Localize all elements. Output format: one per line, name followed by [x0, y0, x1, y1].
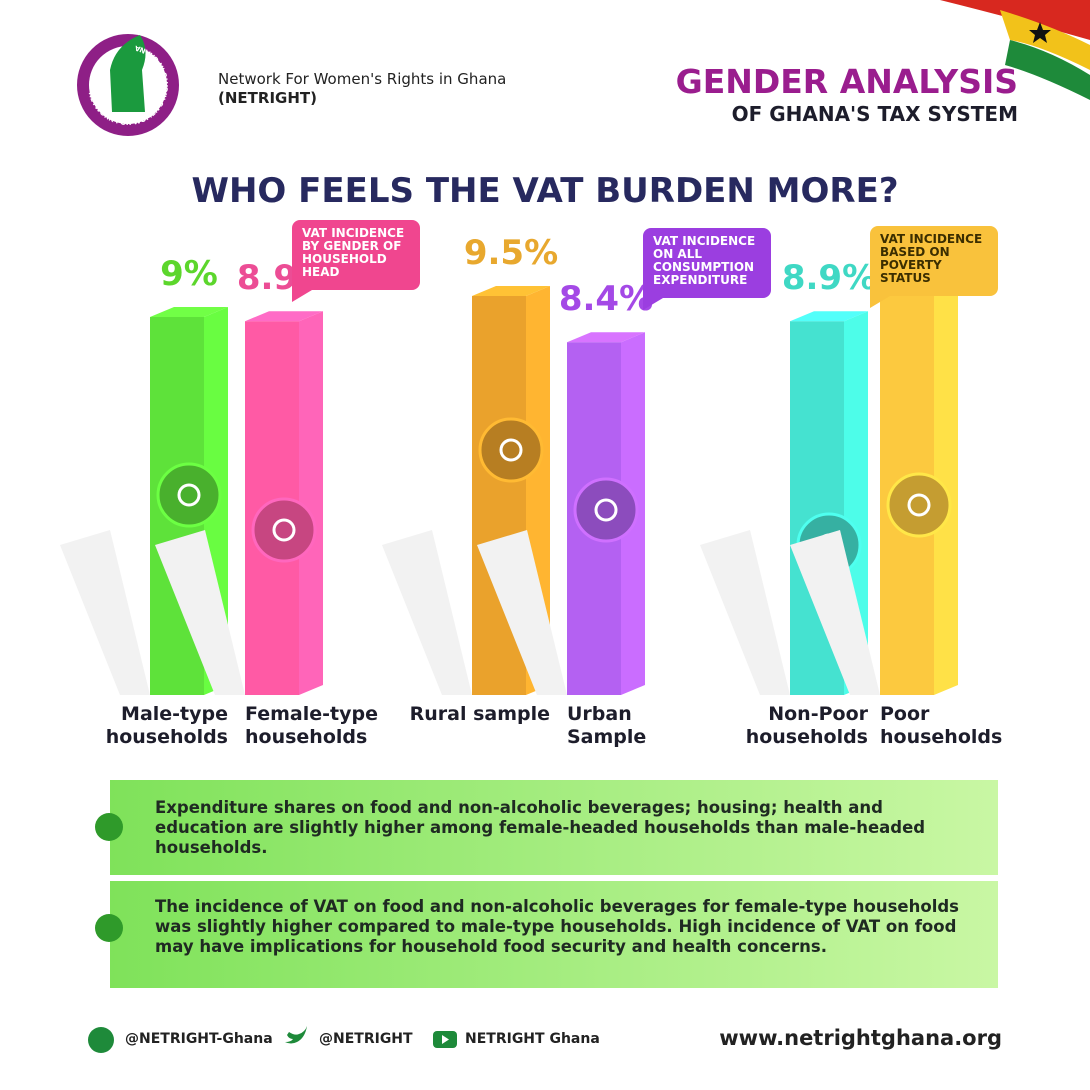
category-label: Non-Poor households [745, 703, 868, 748]
bar-shadow [382, 530, 472, 695]
bar-icon [478, 417, 544, 483]
bar-icon-glyph [177, 483, 201, 507]
bar-icon-glyph [272, 518, 296, 542]
header-subtitle: OF GHANA'S TAX SYSTEM [732, 102, 1018, 126]
callout-tail [292, 278, 312, 302]
twitter-icon [285, 1026, 307, 1044]
bar-icon [886, 472, 952, 538]
callout-text: VAT INCIDENCE BY GENDER OF HOUSEHOLD HEA… [302, 226, 405, 279]
value-label: 9% [160, 254, 218, 294]
bar-shadow [700, 530, 790, 695]
bar-icon-glyph [907, 493, 931, 517]
bar-shadow [477, 530, 567, 695]
youtube-handle: NETRIGHT Ghana [465, 1031, 600, 1047]
callout-text: VAT INCIDENCE BASED ON POVERTY STATUS [880, 232, 983, 285]
bar-icon-glyph [594, 498, 618, 522]
bar-top [150, 307, 228, 317]
value-label: 8.9% [782, 258, 876, 298]
value-label: 9.5% [464, 233, 558, 273]
header-title: GENDER ANALYSIS [676, 62, 1018, 101]
chart-title: WHO FEELS THE VAT BURDEN MORE? [191, 171, 898, 211]
org-short: (NETRIGHT) [218, 89, 317, 107]
facebook-handle: @NETRIGHT-Ghana [125, 1031, 273, 1047]
category-label: Rural sample [409, 703, 550, 725]
category-label: Female-type households [245, 703, 378, 748]
website: www.netrightghana.org [719, 1026, 1002, 1050]
callout-box [870, 226, 998, 296]
category-label: Male-type households [105, 703, 228, 748]
bar-top [472, 286, 550, 296]
flag [940, 0, 1090, 100]
bar-top [245, 311, 323, 322]
bar-shadow [60, 530, 150, 695]
bar-top [790, 311, 868, 322]
bar-icon [251, 497, 317, 563]
facebook-icon [88, 1027, 114, 1053]
callout-box [643, 228, 771, 298]
org-name: Network For Women's Rights in Ghana [218, 70, 506, 88]
bar-shadow [790, 530, 880, 695]
category-label: Urban Sample [567, 703, 647, 748]
note-bullet [95, 914, 123, 942]
callout-tail [643, 286, 663, 310]
callout-tail [870, 284, 890, 308]
bar-shadow [155, 530, 245, 695]
note-box [110, 881, 998, 988]
logo: NETWORK FOR WOMEN'S RIGHTS IN GHANA [77, 34, 179, 136]
callout-text: VAT INCIDENCE ON ALL CONSUMPTION EXPENDI… [653, 234, 756, 287]
bar-icon [573, 477, 639, 543]
bar-icon-glyph [499, 438, 523, 462]
bar-top [567, 332, 645, 343]
category-label: Poor households [880, 703, 1003, 748]
bar-icon [156, 462, 222, 528]
youtube-play [442, 1035, 449, 1044]
note-box [110, 780, 998, 875]
twitter-handle: @NETRIGHT [319, 1031, 413, 1047]
note-text: The incidence of VAT on food and non-alc… [155, 897, 959, 956]
value-label: 8.4% [559, 279, 653, 319]
note-text: Expenditure shares on food and non-alcoh… [155, 798, 926, 857]
bar-side [299, 311, 323, 695]
note-bullet [95, 813, 123, 841]
callout-box [292, 220, 420, 290]
